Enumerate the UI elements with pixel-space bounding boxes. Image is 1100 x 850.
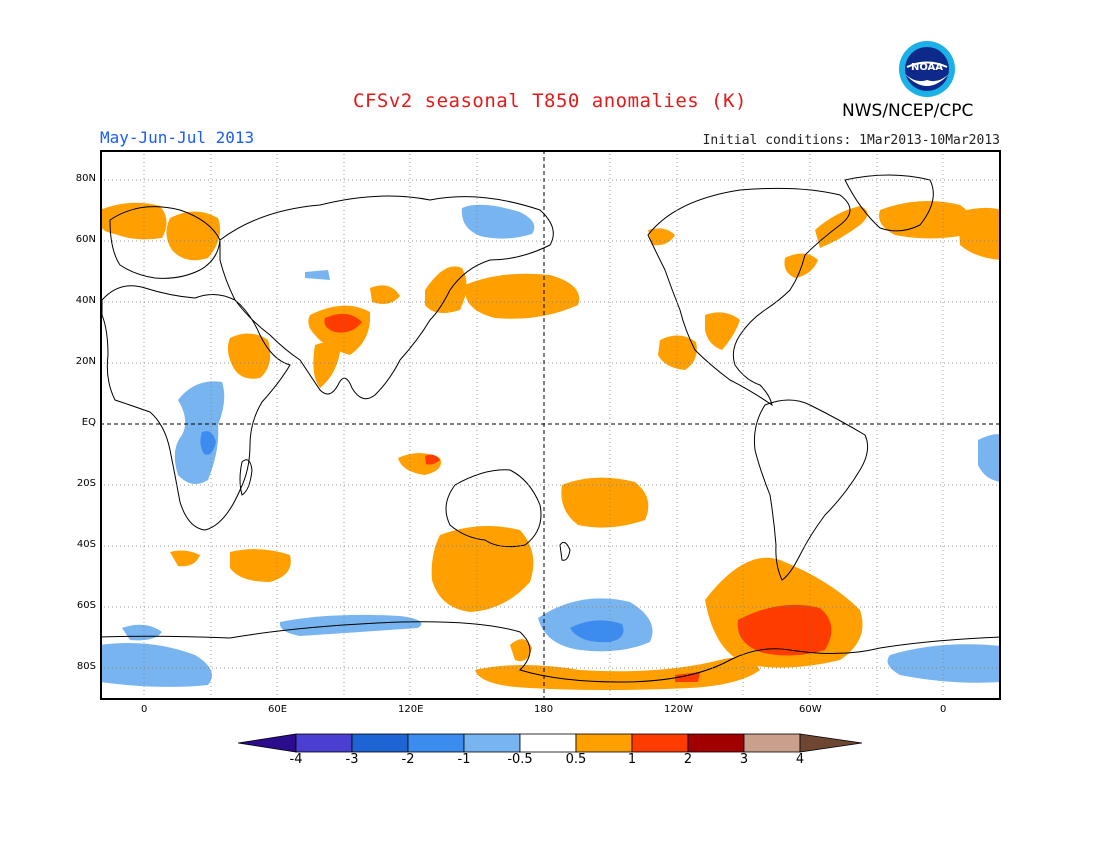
- coast-south-america: [754, 399, 869, 581]
- cool-region-antarctic-indian: [279, 614, 422, 636]
- lon-label: 60E: [268, 704, 288, 715]
- warm-region-south-america: [765, 562, 792, 589]
- warm-region-north-atlantic: [879, 201, 972, 239]
- colorbar-min-arrow: [238, 733, 297, 753]
- coast-australia: [445, 469, 542, 548]
- warm-region-hudson: [784, 253, 818, 278]
- warm-region-japan: [425, 266, 467, 314]
- season-label: May-Jun-Jul 2013: [100, 128, 255, 147]
- warm-region-scandinavia: [100, 202, 167, 240]
- cool-region-antarctic-west: [100, 642, 212, 687]
- colorbar-max-arrow: [799, 733, 862, 753]
- map-frame: [100, 150, 1001, 700]
- cool-region-east-atlantic: [978, 434, 1001, 482]
- colorbar-label: -4: [289, 752, 303, 767]
- warm-region-mongolia: [370, 285, 400, 304]
- noaa-logo-icon: NOAA: [899, 41, 955, 97]
- warm-region-mexico: [705, 312, 740, 350]
- warm-region-north-pacific: [464, 273, 580, 319]
- warm-region-tibet-core: [324, 313, 362, 333]
- warm-region-india: [313, 342, 340, 388]
- coast-new-zealand: [559, 541, 571, 561]
- colorbar-label: -2: [401, 752, 415, 767]
- cool-region-small-asia: [305, 270, 330, 280]
- lon-label: 120W: [664, 704, 693, 715]
- map-title: CFSv2 seasonal T850 anomalies (K): [353, 90, 747, 112]
- lat-label: 40S: [76, 539, 96, 550]
- colorbar-label: 0.5: [565, 752, 587, 767]
- warm-region-baja: [658, 335, 697, 370]
- colorbar-labels: -4 -3 -2 -1 -0.5 0.5 1 2 3 4: [238, 752, 862, 772]
- lat-label: 20N: [75, 356, 96, 367]
- colorbar-label: -3: [345, 752, 359, 767]
- colorbar-label: 4: [795, 752, 805, 767]
- coast-antarctica: [100, 621, 1001, 683]
- warm-region-arabia: [227, 333, 271, 379]
- colorbar-bin: [575, 733, 633, 753]
- coast-madagascar: [239, 459, 253, 496]
- warm-region-indonesia-core: [425, 454, 440, 465]
- colorbar-bin: [743, 733, 801, 753]
- warm-region-south-indian-west: [170, 550, 200, 567]
- warm-region-cape: [510, 639, 532, 662]
- warm-region-south-pacific-central: [561, 477, 649, 528]
- lon-label: 0: [141, 704, 148, 715]
- initial-conditions-label: Initial conditions: 1Mar2013-10Mar2013: [702, 133, 1000, 148]
- warm-region-south-indian: [230, 549, 291, 582]
- lon-label: 120E: [398, 704, 424, 715]
- coastlines: [100, 174, 1001, 683]
- lat-axis: 80N 60N 40N 20N EQ 20S 40S 60S 80S: [60, 150, 96, 700]
- colorbar-bin: [687, 733, 745, 753]
- colorbar: [238, 733, 862, 753]
- lat-label: 80S: [76, 661, 96, 672]
- colorbar-bin: [407, 733, 465, 753]
- colorbar-bin: [295, 733, 353, 753]
- colorbar-bin: [463, 733, 521, 753]
- colorbar-bin: [351, 733, 409, 753]
- colorbar-bin: [631, 733, 689, 753]
- warm-region-drake-core: [737, 604, 832, 656]
- lon-axis: 0 60E 120E 180 120W 60W 0: [100, 704, 1001, 720]
- org-label: NWS/NCEP/CPC: [842, 101, 974, 121]
- cool-region-africa-core: [200, 431, 216, 455]
- lon-label: 60W: [799, 704, 822, 715]
- colorbar-label: 3: [739, 752, 749, 767]
- colorbar-bin: [519, 733, 577, 753]
- cool-region-south-pacific-core: [570, 620, 624, 643]
- lat-label: 60S: [76, 600, 96, 611]
- cool-region-nw-pacific: [461, 204, 535, 239]
- lat-label: 20S: [76, 478, 96, 489]
- noaa-logo-text: NOAA: [911, 62, 943, 73]
- coast-africa: [101, 285, 291, 531]
- cool-anomaly-regions: [100, 204, 1001, 687]
- colorbar-label: 1: [627, 752, 637, 767]
- lat-label: 40N: [75, 295, 96, 306]
- lat-label: 80N: [75, 173, 96, 184]
- cool-region-africa: [174, 381, 225, 484]
- coast-europe: [109, 206, 221, 279]
- coast-greenland: [844, 174, 934, 232]
- lon-label: 180: [534, 704, 554, 715]
- lat-label: EQ: [81, 417, 96, 428]
- anomaly-map: [100, 150, 1001, 700]
- colorbar-label: 2: [683, 752, 693, 767]
- colorbar-label: -1: [457, 752, 471, 767]
- colorbar-label: -0.5: [507, 752, 533, 767]
- cool-region-antarctic-east: [887, 644, 1001, 683]
- warm-region-antarctic-core: [675, 672, 700, 682]
- coast-north-america: [647, 187, 851, 407]
- warm-region-ne-atlantic: [958, 207, 1001, 260]
- lon-label: 0: [940, 704, 947, 715]
- coast-asia: [219, 195, 554, 400]
- lat-label: 60N: [75, 234, 96, 245]
- warm-region-labrador: [815, 206, 868, 248]
- warm-anomaly-regions: [100, 201, 1001, 690]
- warm-region-tasman: [431, 526, 534, 612]
